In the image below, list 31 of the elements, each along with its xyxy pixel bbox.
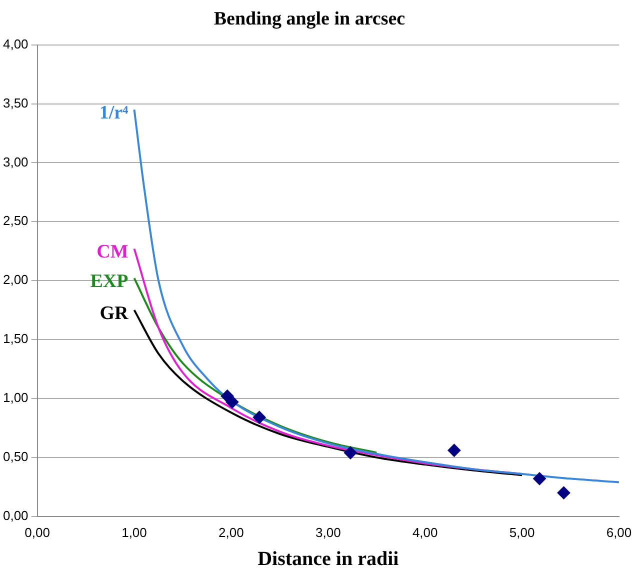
x-tick-label: 0,00 — [24, 524, 50, 540]
point — [533, 472, 546, 486]
y-tick-label: 3,00 — [2, 154, 28, 170]
x-tick-label: 4,00 — [412, 524, 438, 540]
line-series — [133, 309, 524, 476]
x-tick-label: 1,00 — [122, 524, 147, 540]
x-tick-label: 6,00 — [606, 524, 632, 540]
x-tick-label: 3,00 — [315, 524, 341, 540]
y-tick-label: 1,00 — [2, 390, 28, 406]
x-tick-label: 5,00 — [509, 524, 535, 540]
series-label: GR — [100, 302, 129, 324]
y-tick-label: 2,00 — [2, 272, 28, 288]
y-tick-label: 3,50 — [2, 95, 28, 110]
series-label: CM — [96, 242, 128, 263]
y-tick-label: 4,00 — [2, 36, 28, 52]
x-tick-label: 2,00 — [218, 524, 244, 540]
series-label: EXP — [90, 271, 129, 292]
point — [252, 410, 266, 424]
line-series — [133, 277, 378, 454]
point — [226, 396, 239, 409]
series-label: 1/r⁴ — [99, 102, 129, 124]
y-tick-label: 0,00 — [2, 508, 28, 523]
x-axis-title: Distance in radii — [258, 548, 400, 570]
y-tick-label: 0,50 — [2, 449, 28, 464]
y-tick-label: 1,50 — [2, 331, 28, 346]
y-tick-label: 2,50 — [2, 213, 28, 228]
chart-title: Bending angle in arcsec — [214, 8, 406, 30]
point — [344, 446, 357, 460]
point — [557, 486, 570, 500]
line-series — [133, 108, 619, 484]
point — [448, 444, 461, 457]
